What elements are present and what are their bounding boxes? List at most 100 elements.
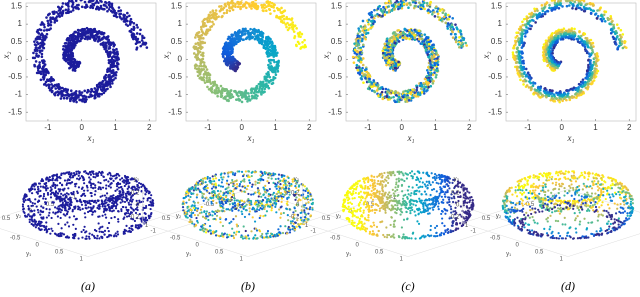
point (112, 73, 116, 76)
point (266, 40, 270, 43)
point (291, 21, 294, 24)
point (244, 90, 248, 94)
point (36, 28, 40, 32)
point (53, 10, 56, 13)
point (194, 36, 197, 39)
point (454, 36, 458, 39)
point (38, 61, 42, 64)
point (293, 36, 296, 40)
point (101, 236, 104, 240)
point (409, 92, 413, 96)
point (459, 39, 463, 42)
point (238, 36, 242, 39)
point (32, 224, 35, 227)
point (546, 56, 549, 60)
point (385, 95, 389, 99)
y-tick-label: 1.5 (11, 2, 23, 11)
point (125, 224, 128, 227)
x-tick-label: -1 (204, 123, 212, 132)
point (215, 17, 218, 20)
point (592, 60, 596, 64)
point (421, 40, 425, 43)
point (459, 29, 462, 32)
point (107, 38, 111, 42)
point (586, 45, 590, 49)
point (124, 17, 128, 20)
point (553, 60, 557, 63)
point (550, 89, 553, 92)
point (271, 78, 275, 82)
point (112, 10, 115, 14)
point (96, 206, 99, 210)
point (397, 63, 401, 66)
point (142, 41, 145, 44)
point (93, 236, 97, 239)
point (55, 10, 58, 14)
point (422, 1, 426, 5)
point (84, 6, 87, 9)
point (529, 81, 532, 85)
point (102, 42, 105, 45)
point (274, 73, 278, 77)
point (59, 216, 62, 220)
point (429, 63, 433, 66)
point (206, 20, 210, 24)
point (582, 5, 586, 9)
point (50, 216, 53, 220)
point (589, 46, 593, 49)
point (558, 96, 561, 100)
point (589, 61, 592, 65)
point (421, 37, 424, 41)
point (533, 7, 536, 11)
point (270, 43, 273, 47)
axes-box (505, 2, 637, 122)
point (442, 9, 446, 12)
point (583, 47, 587, 51)
point (430, 71, 433, 75)
point (548, 61, 552, 65)
point (140, 224, 143, 227)
point (436, 57, 439, 60)
point (396, 29, 399, 32)
point (583, 32, 587, 36)
point (74, 227, 77, 231)
point (50, 227, 53, 230)
point (131, 224, 134, 227)
point (552, 8, 555, 11)
point (89, 93, 93, 97)
point (295, 44, 298, 48)
x-axis-label: y₁ (26, 251, 31, 257)
point (374, 14, 377, 18)
point (355, 63, 359, 67)
point (47, 214, 50, 217)
point (109, 234, 112, 237)
point (202, 76, 206, 79)
point (407, 99, 411, 102)
point (57, 85, 61, 88)
point (216, 94, 219, 98)
point (231, 4, 235, 8)
point (572, 95, 576, 99)
point (116, 67, 120, 71)
x-tick-label: 2 (627, 123, 632, 132)
point (394, 32, 398, 36)
point (225, 52, 228, 56)
point (444, 12, 447, 16)
point (429, 84, 433, 88)
point (37, 42, 40, 46)
point (70, 93, 74, 97)
point (200, 59, 203, 63)
point (598, 7, 602, 10)
point (109, 43, 113, 46)
point (254, 2, 257, 6)
point (227, 99, 230, 103)
point (270, 5, 273, 8)
point (268, 58, 272, 62)
point (120, 208, 123, 211)
point (56, 215, 59, 218)
point (106, 235, 109, 239)
y-tick-label: 0.5 (171, 37, 183, 46)
point (98, 215, 101, 218)
point (208, 73, 212, 77)
